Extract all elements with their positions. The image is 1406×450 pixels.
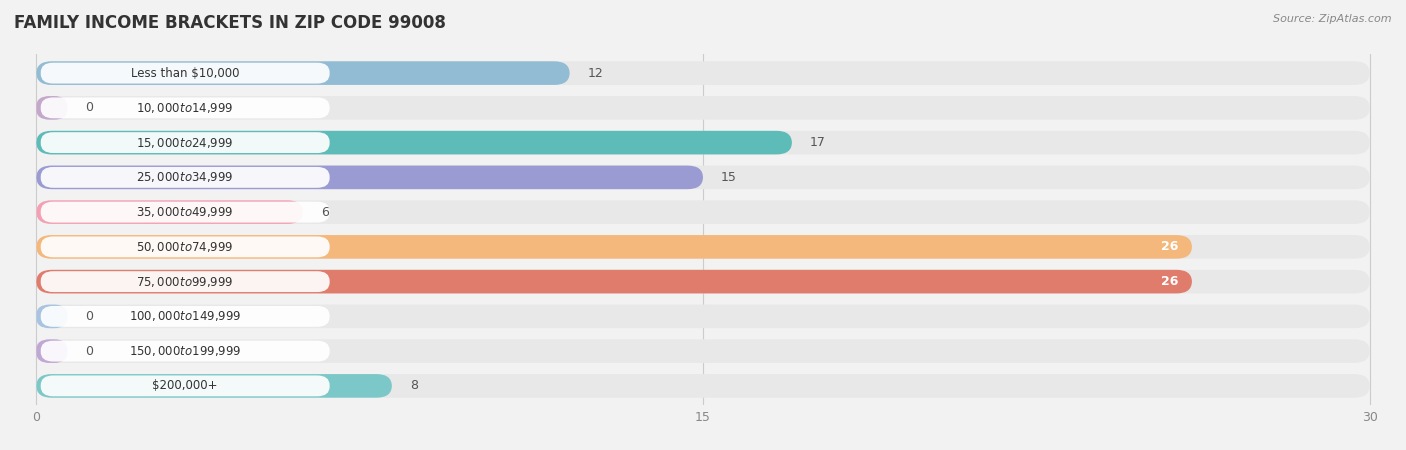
FancyBboxPatch shape	[37, 305, 1369, 328]
FancyBboxPatch shape	[41, 167, 329, 188]
FancyBboxPatch shape	[37, 270, 1369, 293]
Text: $200,000+: $200,000+	[152, 379, 218, 392]
Text: $100,000 to $149,999: $100,000 to $149,999	[129, 310, 242, 324]
Text: $50,000 to $74,999: $50,000 to $74,999	[136, 240, 233, 254]
Text: 0: 0	[86, 345, 93, 358]
Text: 0: 0	[86, 310, 93, 323]
Text: 8: 8	[409, 379, 418, 392]
FancyBboxPatch shape	[41, 132, 329, 153]
Text: $35,000 to $49,999: $35,000 to $49,999	[136, 205, 233, 219]
FancyBboxPatch shape	[37, 305, 67, 328]
FancyBboxPatch shape	[37, 235, 1192, 259]
Text: $15,000 to $24,999: $15,000 to $24,999	[136, 135, 233, 149]
FancyBboxPatch shape	[37, 374, 1369, 398]
FancyBboxPatch shape	[37, 200, 1369, 224]
Text: $25,000 to $34,999: $25,000 to $34,999	[136, 171, 233, 184]
Text: $10,000 to $14,999: $10,000 to $14,999	[136, 101, 233, 115]
FancyBboxPatch shape	[37, 270, 1192, 293]
Text: 12: 12	[588, 67, 603, 80]
FancyBboxPatch shape	[41, 375, 329, 396]
FancyBboxPatch shape	[41, 271, 329, 292]
Text: $150,000 to $199,999: $150,000 to $199,999	[129, 344, 242, 358]
Text: 0: 0	[86, 101, 93, 114]
Text: Source: ZipAtlas.com: Source: ZipAtlas.com	[1274, 14, 1392, 23]
FancyBboxPatch shape	[41, 236, 329, 257]
Text: 15: 15	[721, 171, 737, 184]
FancyBboxPatch shape	[37, 96, 67, 120]
Text: 17: 17	[810, 136, 825, 149]
FancyBboxPatch shape	[37, 166, 1369, 189]
Text: Less than $10,000: Less than $10,000	[131, 67, 239, 80]
FancyBboxPatch shape	[37, 61, 569, 85]
Text: FAMILY INCOME BRACKETS IN ZIP CODE 99008: FAMILY INCOME BRACKETS IN ZIP CODE 99008	[14, 14, 446, 32]
FancyBboxPatch shape	[37, 374, 392, 398]
FancyBboxPatch shape	[37, 339, 1369, 363]
FancyBboxPatch shape	[37, 131, 792, 154]
FancyBboxPatch shape	[41, 202, 329, 223]
FancyBboxPatch shape	[37, 61, 1369, 85]
FancyBboxPatch shape	[37, 166, 703, 189]
FancyBboxPatch shape	[37, 131, 1369, 154]
Text: $75,000 to $99,999: $75,000 to $99,999	[136, 274, 233, 288]
FancyBboxPatch shape	[41, 341, 329, 361]
FancyBboxPatch shape	[37, 339, 67, 363]
FancyBboxPatch shape	[41, 306, 329, 327]
FancyBboxPatch shape	[37, 96, 1369, 120]
FancyBboxPatch shape	[41, 63, 329, 84]
Text: 26: 26	[1161, 240, 1178, 253]
FancyBboxPatch shape	[41, 98, 329, 118]
FancyBboxPatch shape	[37, 200, 302, 224]
Text: 6: 6	[321, 206, 329, 219]
FancyBboxPatch shape	[37, 235, 1369, 259]
Text: 26: 26	[1161, 275, 1178, 288]
